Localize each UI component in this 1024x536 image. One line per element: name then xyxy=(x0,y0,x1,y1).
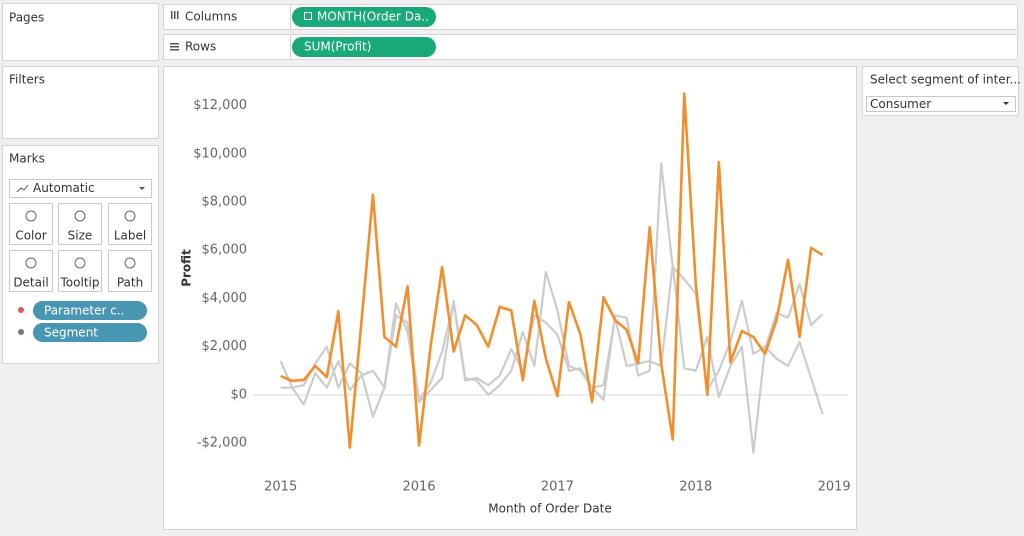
series-line xyxy=(279,162,824,415)
rows-shelf xyxy=(163,34,1018,60)
mark-button-label[interactable]: Tooltip xyxy=(60,276,100,290)
x-tick-label: 2018 xyxy=(679,480,712,495)
mark-button[interactable] xyxy=(9,203,53,245)
chart-panel xyxy=(163,66,857,530)
marks-pill-text[interactable]: Segment xyxy=(44,326,98,340)
columns-pill[interactable] xyxy=(292,7,436,27)
x-axis-title: Month of Order Date xyxy=(488,502,611,516)
mark-button-icon xyxy=(124,257,136,269)
columns-icon xyxy=(171,11,179,19)
marks-title: Marks xyxy=(9,152,45,166)
line-icon xyxy=(16,184,29,193)
x-tick-label: 2015 xyxy=(264,480,297,495)
pill-icon xyxy=(18,329,24,335)
mark-pills: Parameter c.. Segment xyxy=(18,301,147,342)
series-line xyxy=(280,263,824,454)
mark-button-icon xyxy=(74,257,86,269)
y-tick-label: $0 xyxy=(230,387,247,402)
x-tick-label: 2017 xyxy=(541,480,574,495)
filters-title: Filters xyxy=(9,73,45,87)
x-tick-label: 2019 xyxy=(818,480,851,495)
marks-pill[interactable] xyxy=(33,301,147,320)
mark-button-label[interactable]: Size xyxy=(68,229,93,243)
rows-pill[interactable] xyxy=(292,37,436,57)
y-tick-label: $2,000 xyxy=(202,339,248,354)
pages-title: Pages xyxy=(9,11,44,25)
y-tick-label: -$2,000 xyxy=(197,436,247,451)
y-tick-label: $8,000 xyxy=(202,195,248,210)
mark-button[interactable] xyxy=(108,250,152,292)
dropdown-arrow xyxy=(1003,102,1009,105)
y-tick-label: $10,000 xyxy=(193,146,247,161)
y-axis-title: Profit xyxy=(180,249,194,287)
mark-button-icon xyxy=(25,210,37,222)
columns-pill-text[interactable]: MONTH(Order Da.. xyxy=(317,10,429,24)
x-tick-label: 2016 xyxy=(402,480,435,495)
dropdown-arrow xyxy=(139,187,145,190)
parameter-value[interactable]: Consumer xyxy=(870,97,931,111)
mark-button[interactable] xyxy=(58,250,102,292)
mark-button-label[interactable]: Path xyxy=(117,276,143,290)
rows-pill-text[interactable]: SUM(Profit) xyxy=(304,40,371,54)
plot: -$2,000 $0 $2,000 $4,000 $6,000 $8,000 $10,000… xyxy=(193,92,851,495)
mark-type-dropdown[interactable] xyxy=(9,179,152,198)
mark-button-icon xyxy=(74,210,86,222)
mark-buttons: Color Size Label Detail Tooltip Path xyxy=(9,203,152,292)
marks-pill[interactable] xyxy=(33,323,147,342)
filters-panel xyxy=(2,66,159,139)
rows-icon xyxy=(170,43,179,51)
y-tick-label: $4,000 xyxy=(202,291,248,306)
mark-button[interactable] xyxy=(9,250,53,292)
mark-button[interactable] xyxy=(108,203,152,245)
mark-button-label[interactable]: Color xyxy=(15,229,46,243)
parameter-title: Select segment of inter... xyxy=(870,73,1021,87)
rows-label: Rows xyxy=(185,40,216,54)
mark-button-icon xyxy=(124,210,136,222)
mark-button-icon xyxy=(25,257,37,269)
mark-button[interactable] xyxy=(58,203,102,245)
mark-button-label[interactable]: Detail xyxy=(13,276,48,290)
columns-label: Columns xyxy=(185,10,237,24)
mark-button-label[interactable]: Label xyxy=(114,229,146,243)
y-tick-label: $12,000 xyxy=(193,98,247,113)
pages-panel xyxy=(2,3,159,61)
pill-icon xyxy=(18,307,24,313)
series-line xyxy=(280,92,824,449)
columns-shelf xyxy=(163,4,1018,30)
parameter-dropdown[interactable] xyxy=(866,96,1016,112)
y-tick-label: $6,000 xyxy=(202,243,248,258)
expand-icon xyxy=(304,12,312,20)
mark-type[interactable]: Automatic xyxy=(33,181,95,195)
marks-pill-text[interactable]: Parameter c.. xyxy=(44,304,124,318)
